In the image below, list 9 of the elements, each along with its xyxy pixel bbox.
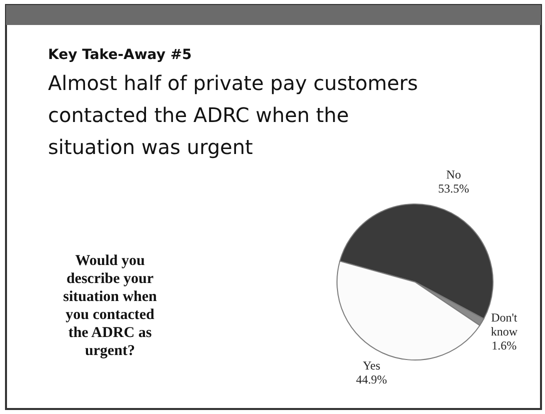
slice-label: Yes xyxy=(362,358,381,372)
data-label: 44.9% xyxy=(356,372,388,386)
text: Would you describe your situation when you contacted the ADRC as urgent? xyxy=(63,253,158,359)
text: Key Take-Away #5 xyxy=(48,47,192,63)
data-label: 53.5% xyxy=(438,181,470,196)
data-label: 1.6% xyxy=(492,338,517,353)
chart-title: Almost half of private pay customers contacted the ADRC when the situation was urgent xyxy=(48,71,418,159)
slice-label: No xyxy=(446,167,461,182)
slice-label: Don't know xyxy=(490,310,518,339)
